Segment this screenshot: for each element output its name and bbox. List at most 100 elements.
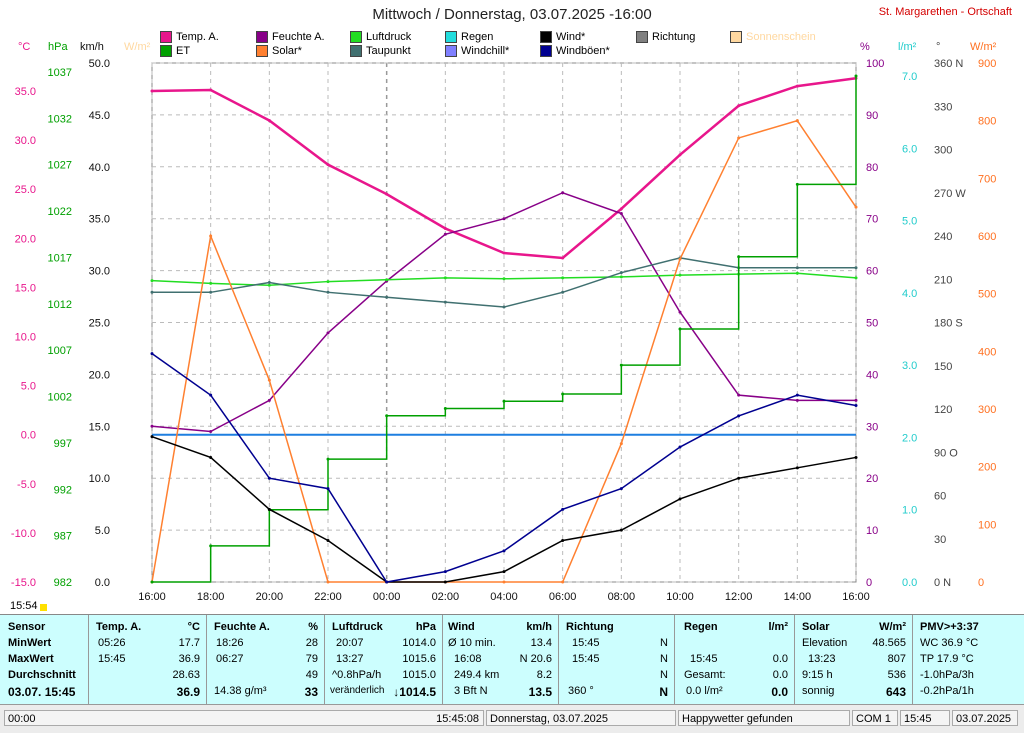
data-point xyxy=(385,192,389,196)
slider-handle[interactable] xyxy=(40,604,47,611)
data-point xyxy=(267,118,271,122)
humidity-tick-label: 30 xyxy=(866,421,878,433)
data-point xyxy=(795,393,799,397)
rain-tick-label: 2.0 xyxy=(902,432,917,444)
data-point xyxy=(267,398,271,402)
time-tick-label: 04:00 xyxy=(490,591,518,603)
wind-tick-label: 20.0 xyxy=(89,369,110,381)
time-tick-label: 10:00 xyxy=(666,591,694,603)
data-point xyxy=(326,163,330,167)
time-tick-label: 12:00 xyxy=(725,591,753,603)
wind-tick-label: 0.0 xyxy=(95,577,110,589)
legend-item[interactable]: Temp. A. xyxy=(160,30,219,44)
legend-item[interactable]: Wind* xyxy=(540,30,585,44)
data-point xyxy=(678,257,682,261)
data-point xyxy=(795,271,799,275)
legend-item[interactable]: Richtung xyxy=(636,30,695,44)
data-point xyxy=(326,331,330,335)
stats-direction: Richtung 15:45 N 15:45 N N 360 ° N xyxy=(558,615,675,705)
axis-unit-left: °C xyxy=(18,41,30,53)
time-tick-label: 08:00 xyxy=(608,591,636,603)
status-port: COM 1 xyxy=(852,710,898,726)
stats-pressure: Luftdruck hPa 20:07 1014.0 13:27 1015.6 ^0… xyxy=(324,615,443,705)
wind-tick-label: 40.0 xyxy=(89,162,110,174)
stats-wind: Wind km/h Ø 10 min. 13.4 16:08 N 20.6 249.… xyxy=(442,615,559,705)
legend-item[interactable]: Feuchte A. xyxy=(256,30,325,44)
temp-tick-label: 25.0 xyxy=(15,184,36,196)
data-point xyxy=(150,424,154,428)
data-point xyxy=(209,544,213,548)
humidity-tick-label: 0 xyxy=(866,577,872,589)
data-point xyxy=(209,455,213,459)
slider-start-label: 15:54 xyxy=(10,600,38,612)
legend-item[interactable]: Luftdruck xyxy=(350,30,411,44)
data-point xyxy=(854,74,858,78)
solar-tick-label: 100 xyxy=(978,519,996,531)
humidity-tick-label: 20 xyxy=(866,473,878,485)
chart-area: 35.0 30.0 25.0 20.0 15.0 10.0 5.0 0.0 -5.0 -10.0 -… xyxy=(11,41,997,603)
stats-sensor: Sensor MinWert MaxWert Durchschnitt 03.0… xyxy=(0,615,89,705)
data-point xyxy=(854,398,858,402)
humidity-tick-label: 90 xyxy=(866,110,878,122)
data-point xyxy=(795,398,799,402)
status-bar: 00:00 15:45:08 Donnerstag, 03.07.2025 Hap… xyxy=(0,704,1024,733)
stats-panel: Sensor MinWert MaxWert Durchschnitt 03.0… xyxy=(0,614,1024,705)
data-point xyxy=(561,256,565,260)
direction-tick-label: 180 S xyxy=(934,318,963,330)
rain-tick-label: 0.0 xyxy=(902,577,917,589)
direction-tick-label: 210 xyxy=(934,274,952,286)
direction-tick-label: 360 N xyxy=(934,58,963,70)
time-tick-label: 20:00 xyxy=(256,591,284,603)
data-point xyxy=(619,528,623,532)
legend-item[interactable]: Windböen* xyxy=(540,44,610,58)
solar-tick-label: 300 xyxy=(978,404,996,416)
direction-tick-label: 60 xyxy=(934,491,946,503)
legend-item[interactable]: Sonnenschein xyxy=(730,30,816,44)
status-message: Happywetter gefunden xyxy=(678,710,850,726)
axis-unit-left: km/h xyxy=(80,41,104,53)
data-point xyxy=(150,89,154,93)
legend-item[interactable]: ET xyxy=(160,44,190,58)
axis-unit-right: % xyxy=(860,41,870,53)
legend-item[interactable]: Taupunkt xyxy=(350,44,411,58)
data-point xyxy=(619,487,623,491)
legend-item[interactable]: Windchill* xyxy=(445,44,509,58)
time-tick-label: 06:00 xyxy=(549,591,577,603)
data-point xyxy=(150,279,154,283)
data-point xyxy=(795,182,799,186)
data-point xyxy=(502,277,506,281)
time-tick-label: 18:00 xyxy=(197,591,225,603)
data-point xyxy=(150,435,154,439)
rain-tick-label: 1.0 xyxy=(902,505,917,517)
data-point xyxy=(502,580,506,584)
chart-title: Mittwoch / Donnerstag, 03.07.2025 -16:00 xyxy=(372,6,652,23)
data-point xyxy=(326,538,330,542)
temp-tick-label: -5.0 xyxy=(17,479,36,491)
data-point xyxy=(209,429,213,433)
time-tick-label: 16:00 xyxy=(138,591,166,603)
solar-tick-label: 0 xyxy=(978,577,984,589)
legend-item[interactable]: Solar* xyxy=(256,44,302,58)
data-point xyxy=(150,290,154,294)
rain-tick-label: 6.0 xyxy=(902,143,917,155)
data-point xyxy=(209,234,213,238)
data-point xyxy=(326,457,330,461)
temp-tick-label: -15.0 xyxy=(11,577,36,589)
pressure-tick-label: 1022 xyxy=(48,206,72,218)
data-point xyxy=(795,119,799,123)
data-point xyxy=(443,276,447,280)
data-point xyxy=(795,466,799,470)
data-point xyxy=(737,476,741,480)
data-point xyxy=(443,232,447,236)
data-point xyxy=(209,393,213,397)
rain-tick-label: 3.0 xyxy=(902,360,917,372)
data-point xyxy=(854,205,858,209)
temp-tick-label: 15.0 xyxy=(15,282,36,294)
data-point xyxy=(209,281,213,285)
time-tick-label: 00:00 xyxy=(373,591,401,603)
legend-item[interactable]: Regen xyxy=(445,30,493,44)
data-point xyxy=(854,404,858,408)
axis-unit-left: hPa xyxy=(48,41,68,53)
data-point xyxy=(619,212,623,216)
data-point xyxy=(678,153,682,157)
